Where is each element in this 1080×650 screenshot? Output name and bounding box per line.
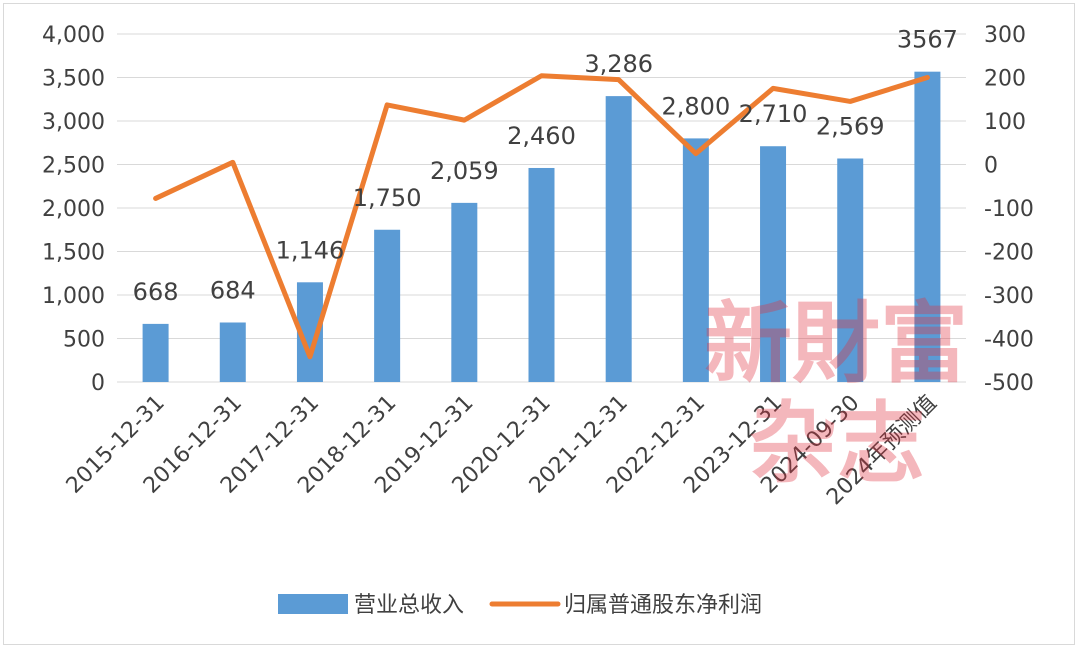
y-left-tick-label: 2,000 (42, 197, 105, 222)
y-right-tick-label: -100 (984, 197, 1034, 222)
bar-series (142, 71, 941, 383)
y-right-tick-label: -400 (984, 328, 1034, 353)
bar-data-label: 3,286 (584, 50, 653, 78)
bar-data-label: 2,460 (507, 122, 576, 150)
y-left-tick-label: 4,000 (42, 23, 105, 48)
chart: 668 684 1,146 1,750 2,059 2,460 3,286 2,800 2,71… (42, 23, 1034, 618)
y-axis-right: -500 -400 -300 -200 -100 0 100 200 300 (984, 23, 1034, 396)
legend-bar-swatch (278, 594, 348, 614)
line-series (153, 73, 930, 360)
bar-data-label: 2,710 (739, 100, 808, 128)
bar (142, 323, 169, 382)
y-left-tick-label: 2,500 (42, 154, 105, 179)
bar-data-label: 1,146 (276, 236, 345, 264)
watermark-line1: 新財富 (704, 291, 968, 395)
watermark-line2: 杂志 (749, 391, 925, 495)
y-left-tick-label: 1,500 (42, 241, 105, 266)
y-left-tick-label: 500 (63, 328, 105, 353)
y-left-tick-label: 3,000 (42, 110, 105, 135)
y-right-tick-label: 100 (984, 110, 1026, 135)
profit-line (153, 73, 930, 360)
y-right-tick-label: -300 (984, 284, 1034, 309)
bar-data-label: 3567 (897, 26, 958, 54)
bar (451, 202, 478, 382)
watermark: 新財富 杂志 (704, 291, 968, 495)
y-left-tick-label: 3,500 (42, 67, 105, 92)
legend-bar-label: 营业总收入 (354, 593, 464, 618)
legend-line-label: 归属普通股东净利润 (564, 593, 762, 618)
bar (760, 146, 787, 382)
y-left-tick-label: 1,000 (42, 284, 105, 309)
bar-data-label: 1,750 (353, 184, 422, 212)
y-right-tick-label: -200 (984, 241, 1034, 266)
data-labels: 668 684 1,146 1,750 2,059 2,460 3,286 2,800 2,71… (133, 26, 958, 306)
bar-data-label: 2,059 (430, 157, 499, 185)
bar-data-label: 668 (133, 278, 179, 306)
legend: 营业总收入 归属普通股东净利润 (278, 593, 762, 618)
bar (682, 138, 709, 382)
bar (528, 167, 555, 382)
chart-frame: 668 684 1,146 1,750 2,059 2,460 3,286 2,800 2,71… (3, 3, 1075, 645)
y-right-tick-label: 200 (984, 67, 1026, 92)
y-axis-left: 0 500 1,000 1,500 2,000 2,500 3,000 3,500 4,000 (42, 23, 105, 396)
bar (837, 158, 864, 382)
y-left-tick-label: 0 (91, 371, 105, 396)
bar-data-label: 2,800 (662, 92, 731, 120)
bar (374, 229, 401, 382)
y-right-tick-label: 0 (984, 154, 998, 179)
bar (219, 322, 246, 382)
bar (605, 96, 632, 383)
y-right-tick-label: 300 (984, 23, 1026, 48)
bar (914, 71, 941, 383)
y-right-tick-label: -500 (984, 371, 1034, 396)
bar-data-label: 684 (210, 276, 256, 304)
bar-data-label: 2,569 (816, 112, 885, 140)
